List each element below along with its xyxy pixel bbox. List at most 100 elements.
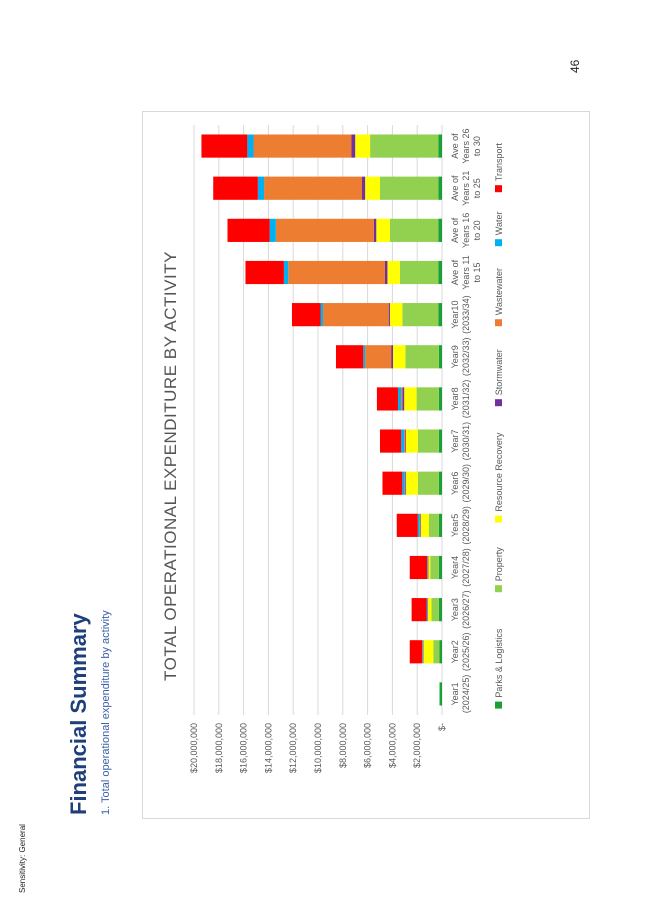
bar-segment-wastewater (322, 303, 389, 327)
bar-segment-parks-logistics (439, 682, 442, 706)
legend-label: Resource Recovery (494, 432, 504, 512)
x-tick-label: Ave of (450, 217, 460, 243)
bar-segment-parks-logistics (438, 387, 442, 411)
bar-segment-water (269, 218, 276, 242)
bar-segment-stormwater (351, 134, 356, 158)
bar-segment-property (389, 218, 439, 242)
bar-segment-resource-recovery (406, 471, 418, 495)
y-tick-label: $16,000,000 (239, 723, 249, 773)
bar-segment-resource-recovery (404, 387, 417, 411)
bar-segment-resource-recovery (420, 513, 429, 537)
x-tick-label: Ave of (450, 175, 460, 201)
bar-segment-parks-logistics (438, 513, 442, 537)
bar-segment-stormwater (422, 640, 424, 664)
x-tick-label: (2033/34) (461, 295, 471, 334)
y-tick-label: $- (437, 723, 447, 731)
bar-segment-water (422, 640, 423, 664)
y-tick-label: $18,000,000 (214, 723, 224, 773)
x-tick-label: Years 11 (461, 255, 471, 290)
x-tick-label: Year8 (450, 387, 460, 410)
x-tick-label: Year4 (450, 556, 460, 579)
bar-segment-transport (213, 176, 258, 200)
bar-segment-wastewater (288, 260, 385, 285)
bar-segment-resource-recovery (387, 260, 400, 285)
bar-segment-water (417, 513, 420, 537)
bar-segment-wastewater (275, 218, 374, 242)
bar-segment-stormwater (362, 176, 366, 200)
bar-segment-resource-recovery (365, 176, 380, 200)
bar-segment-water (283, 260, 289, 285)
x-tick-label: (2025/26) (461, 633, 471, 672)
legend-label: Transport (494, 143, 504, 182)
bar-segment-parks-logistics (438, 303, 442, 327)
bar-segment-water (320, 303, 323, 327)
bar-segment-water (257, 176, 265, 200)
bar-segment-property (417, 429, 439, 453)
bar-segment-parks-logistics (438, 345, 442, 369)
bar-segment-stormwater (405, 429, 407, 453)
bar-segment-stormwater (391, 345, 394, 369)
bar-segment-transport (409, 555, 428, 580)
bar-segment-property (399, 260, 439, 285)
legend-label: Wastewater (494, 268, 504, 315)
bar-segment-transport (380, 429, 402, 453)
x-tick-label: (2026/27) (461, 590, 471, 629)
bar-segment-property (402, 303, 439, 327)
y-tick-label: $8,000,000 (338, 723, 348, 768)
x-tick-label: Year1 (450, 682, 460, 705)
bar-segment-transport (245, 260, 284, 285)
bar-segment-wastewater (365, 345, 392, 369)
x-tick-label: (2030/31) (461, 422, 471, 461)
bar-segment-wastewater (404, 471, 406, 495)
bar-segment-parks-logistics (439, 640, 442, 664)
legend-label: Parks & Logistics (494, 628, 504, 698)
x-tick-label: Year3 (450, 598, 460, 621)
legend-swatch (495, 185, 502, 193)
legend-swatch (495, 239, 502, 247)
bar-segment-parks-logistics (438, 429, 442, 453)
x-tick-label: Years 16 (461, 213, 471, 248)
bar-segment-transport (382, 471, 403, 495)
bar-segment-water (397, 387, 402, 411)
bar-segment-transport (201, 134, 248, 158)
x-tick-label: Year10 (450, 301, 460, 329)
bar-segment-stormwater (427, 598, 428, 622)
bars (201, 134, 442, 706)
bar-segment-parks-logistics (438, 555, 442, 580)
legend-swatch (495, 515, 502, 523)
legend-label: Stormwater (494, 349, 504, 395)
legend: Parks & Logistics Property Resource Recove… (494, 143, 504, 709)
page-number: 46 (568, 59, 582, 73)
x-axis-ticks: Year1 (2024/25) Year2 (2025/26) Year3 (2026/2… (450, 128, 482, 713)
bar-segment-property (431, 598, 439, 622)
y-tick-label: $20,000,000 (189, 723, 199, 773)
bar-segment-wastewater (404, 429, 406, 453)
bar-segment-water (427, 555, 428, 580)
x-tick-label: to 20 (472, 220, 482, 240)
bar-segment-transport (227, 218, 270, 242)
bar-segment-stormwater (427, 555, 429, 580)
x-tick-label: to 30 (472, 136, 482, 156)
bar-segment-resource-recovery (389, 303, 403, 327)
x-tick-label: Years 21 (461, 171, 471, 206)
gridlines (193, 125, 443, 715)
bar-segment-transport (411, 598, 427, 622)
x-tick-label: (2029/30) (461, 464, 471, 503)
bar-segment-wastewater (419, 513, 421, 537)
bar-segment-property (405, 345, 439, 369)
y-tick-label: $14,000,000 (263, 723, 273, 773)
x-tick-label: Ave of (450, 133, 460, 159)
bar-segment-water (401, 429, 405, 453)
x-tick-label: Year5 (450, 514, 460, 537)
y-tick-label: $6,000,000 (363, 723, 373, 768)
bar-segment-parks-logistics (438, 176, 442, 200)
bar-segment-parks-logistics (438, 218, 442, 242)
bar-segment-resource-recovery (423, 640, 434, 664)
bar-segment-property (430, 555, 439, 580)
bar-segment-resource-recovery (428, 555, 431, 580)
bar-segment-water (247, 134, 254, 158)
bar-segment-parks-logistics (438, 598, 442, 622)
legend-swatch (495, 585, 502, 593)
y-tick-label: $12,000,000 (288, 723, 298, 773)
